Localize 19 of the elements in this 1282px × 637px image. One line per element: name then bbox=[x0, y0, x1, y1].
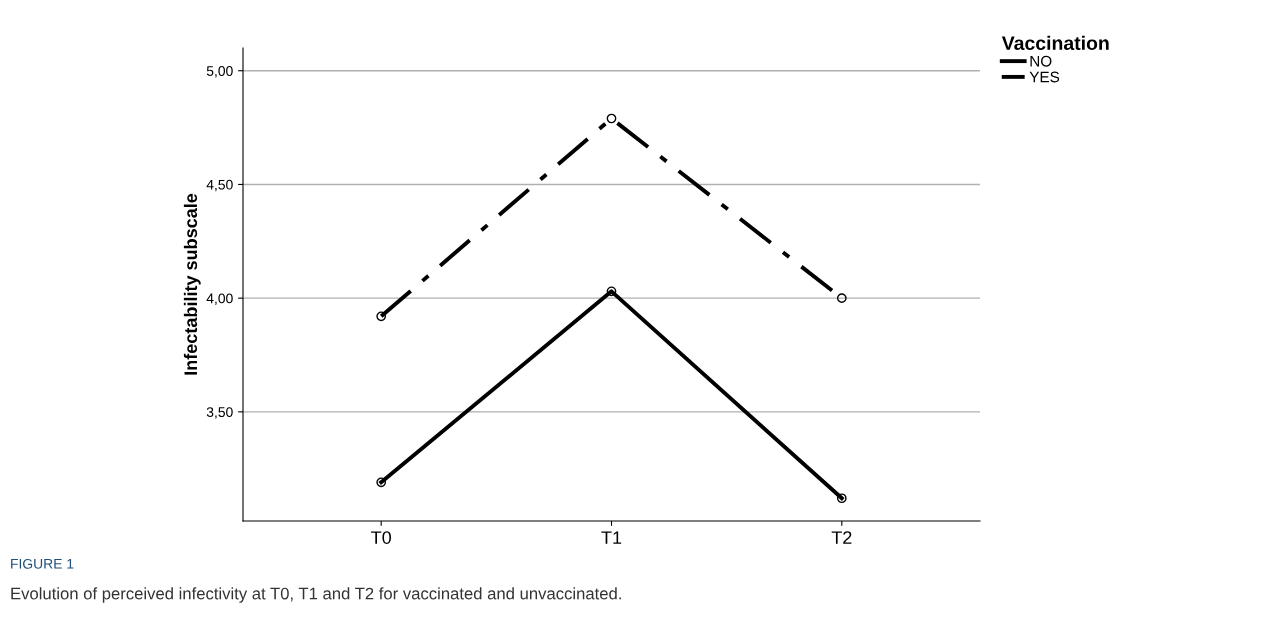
y-tick-label: 4,50 bbox=[206, 179, 233, 192]
point bbox=[836, 293, 847, 304]
y-tick-label: 5,00 bbox=[206, 66, 233, 78]
y-axis-title: Infectability subscale bbox=[183, 193, 201, 375]
legend-label: YES bbox=[1029, 71, 1060, 83]
x-tick-label: T2 bbox=[831, 531, 852, 544]
point bbox=[376, 477, 387, 488]
legend-title: Vaccination bbox=[1001, 35, 1109, 51]
point bbox=[836, 493, 847, 504]
point bbox=[376, 311, 387, 322]
x-tick-label: T1 bbox=[601, 531, 622, 544]
y-tick-label: 4,00 bbox=[206, 293, 233, 305]
point bbox=[606, 113, 617, 124]
legend-label: NO bbox=[1030, 55, 1052, 67]
text: Evolution of perceived infectivity at T0, T1 and T2 for vaccinated and unvaccinated. bbox=[11, 587, 621, 603]
y-tick-label: 3,50 bbox=[206, 407, 233, 419]
point bbox=[606, 286, 617, 297]
caption: FIGURE 1 bbox=[11, 558, 74, 569]
x-tick-label: T0 bbox=[371, 531, 392, 544]
